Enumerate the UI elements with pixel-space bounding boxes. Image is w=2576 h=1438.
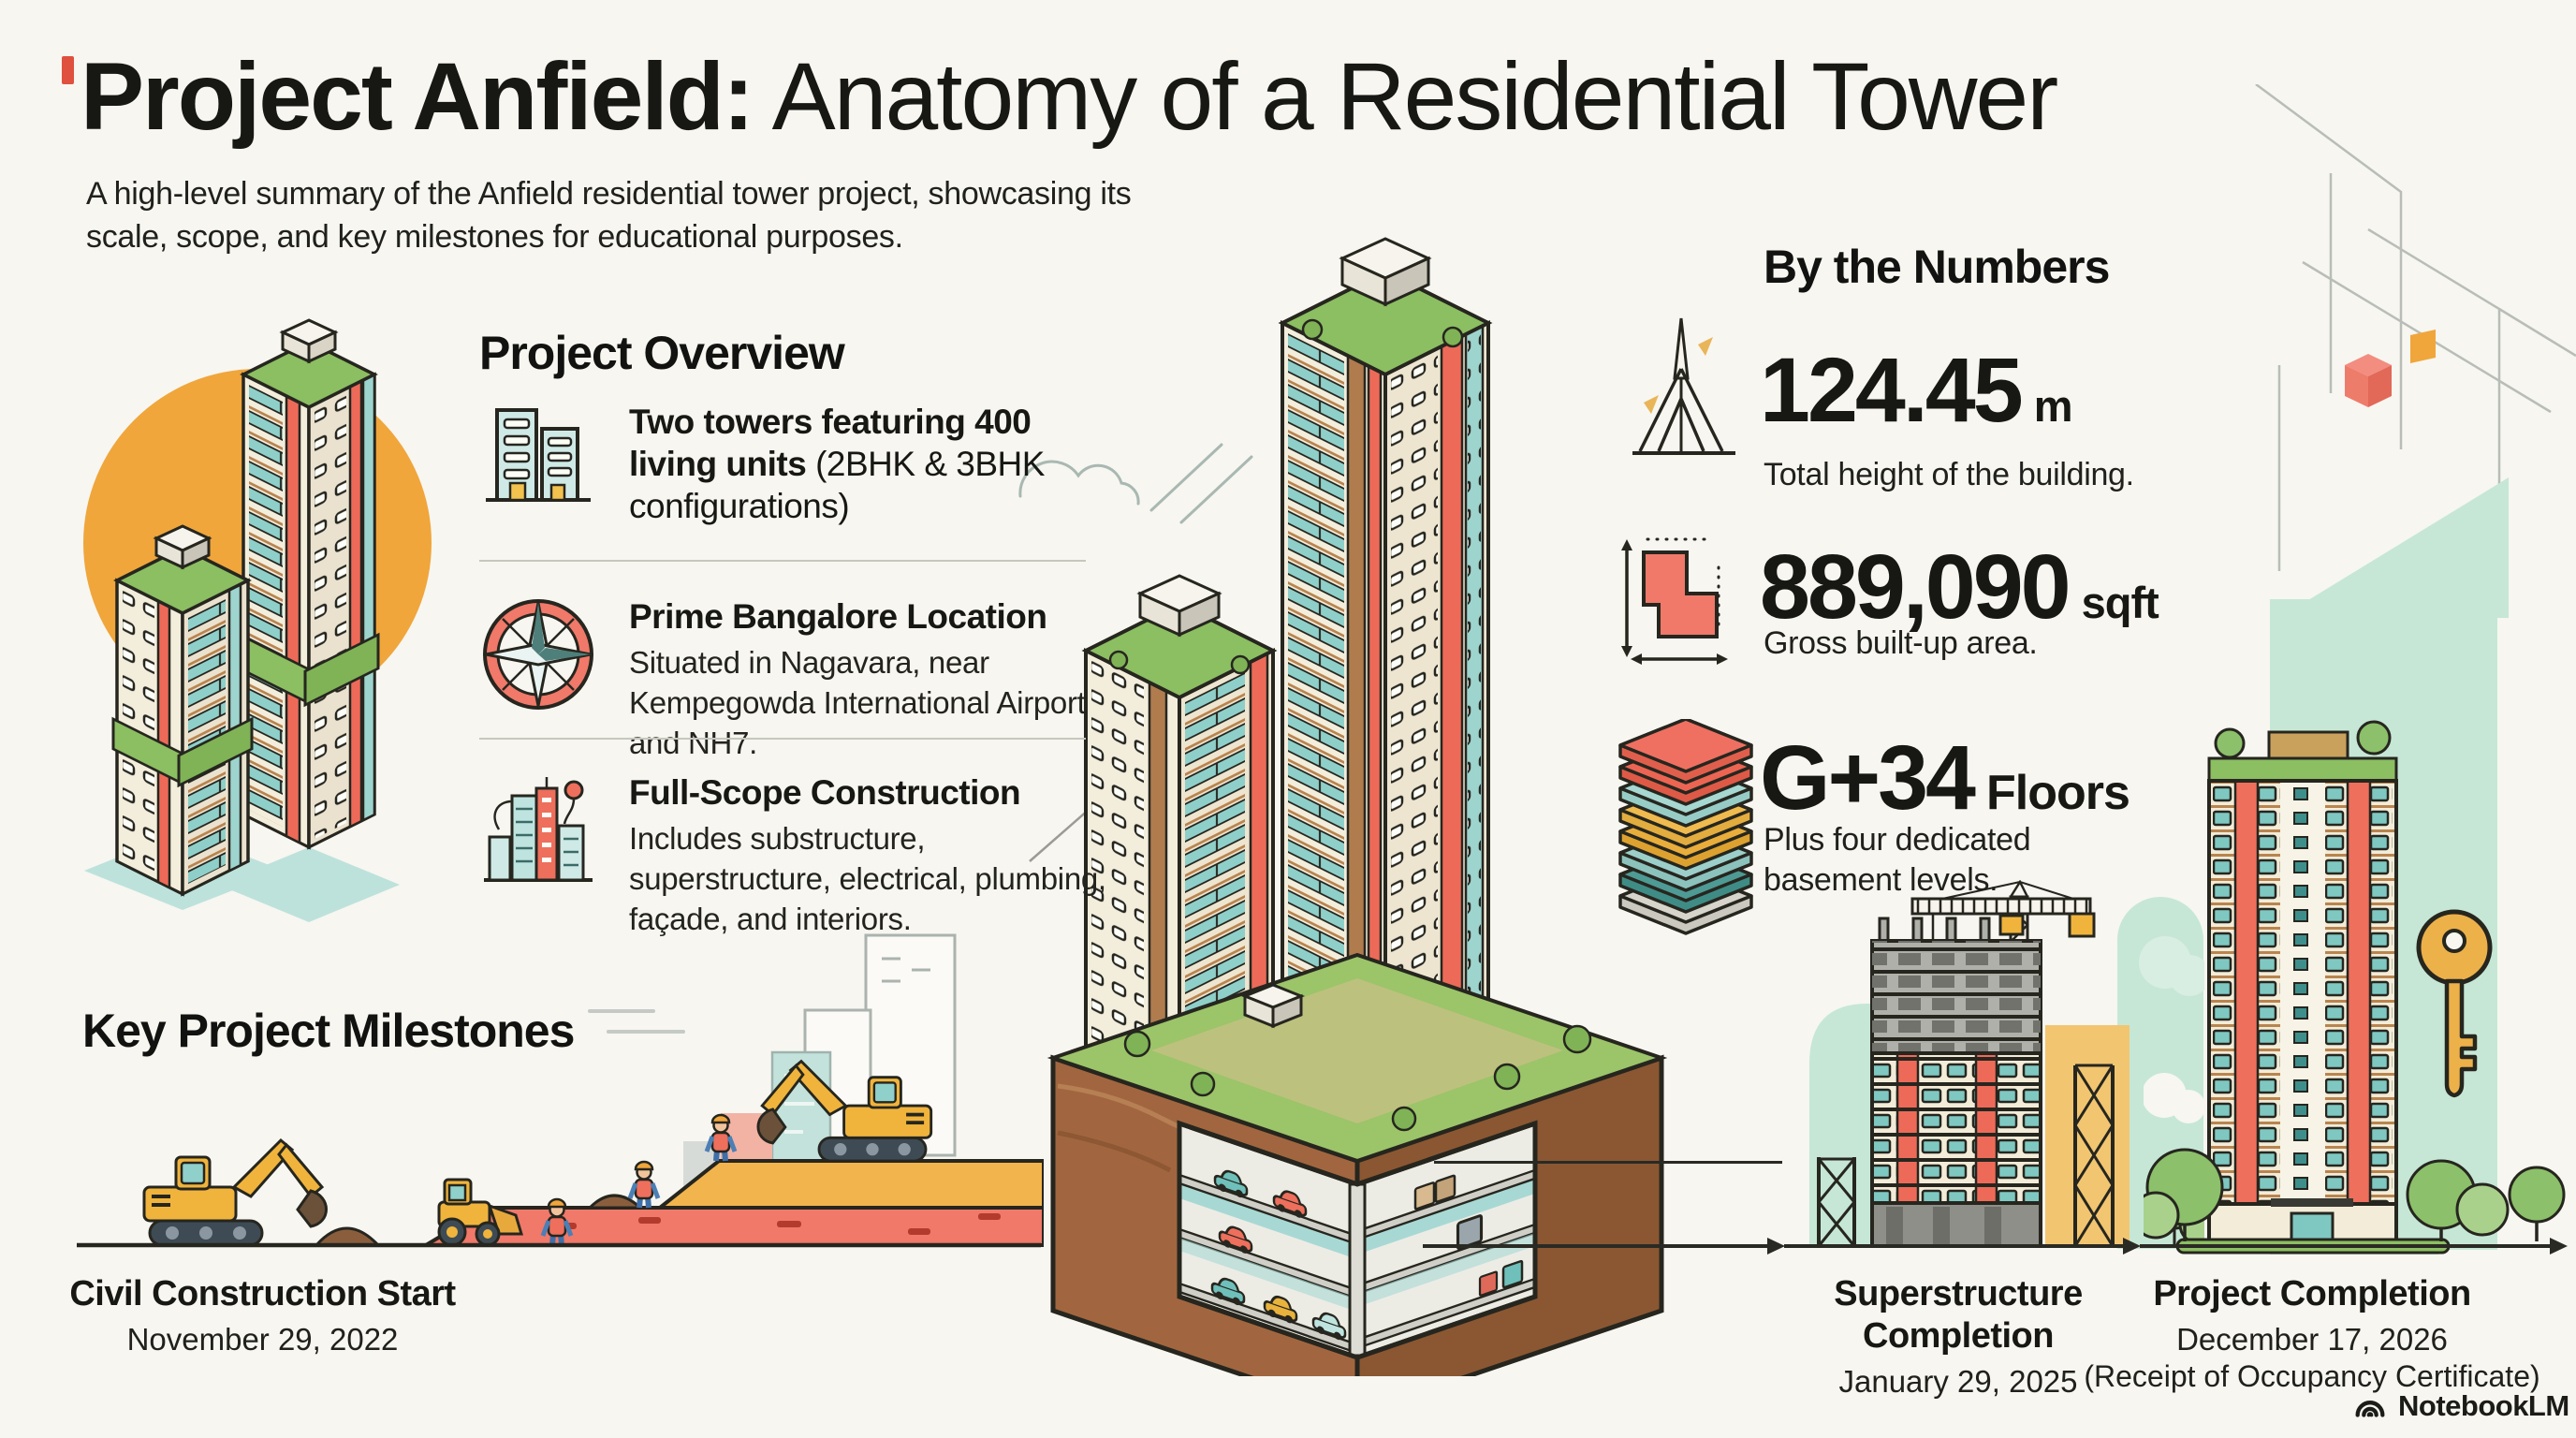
- overview-item-two-towers: Two towers featuring 400 living units (2…: [479, 401, 1125, 533]
- milestone-title: Superstructure Completion: [1834, 1274, 2083, 1356]
- stat-height-unit: m: [2033, 381, 2073, 431]
- key-icon: [2416, 909, 2493, 1098]
- basement-cutaway: [1177, 1120, 1538, 1360]
- cloud-outline: [1018, 443, 1253, 524]
- stat-height-label: Total height of the building.: [1764, 457, 2134, 492]
- central-tower-cutaway-illustration: [1018, 237, 1668, 1376]
- overview-item-location: Prime Bangalore Location Situated in Nag…: [479, 595, 1125, 764]
- notebooklm-watermark: NotebookLM: [2351, 1389, 2569, 1423]
- cloud: [2144, 1073, 2205, 1123]
- overview-item-construction: Full-Scope Construction Includes substru…: [479, 771, 1125, 940]
- stat-floors: G+34 Floors: [1760, 732, 2130, 823]
- height-spire-icon: [1616, 313, 1747, 467]
- overview-item-note: (2BHK & 3BHK configurations): [629, 445, 1045, 526]
- page-title-bold: Project Anfield:: [80, 43, 754, 150]
- ramp-marks: [552, 1213, 1001, 1235]
- milestone-date: January 29, 2025: [1838, 1363, 2078, 1399]
- stat-area: 889,090 sqft: [1760, 541, 2159, 632]
- basement-right-levels: [1355, 1168, 1537, 1350]
- page-subtitle: A high-level summary of the Anfield resi…: [86, 176, 1132, 256]
- overview-divider-2: [479, 738, 1086, 740]
- main-tower: [1278, 237, 1493, 1090]
- hero-back-tower: [238, 318, 380, 850]
- orange-quad: [2410, 330, 2436, 363]
- dirt-mound: [313, 1226, 382, 1247]
- overview-item-desc: Situated in Nagavara, near Kempegowda In…: [629, 645, 1086, 760]
- stat-area-label: Gross built-up area.: [1764, 625, 2038, 661]
- basement-left-levels: [1178, 1165, 1359, 1355]
- timeline-arrow: [1767, 1238, 1785, 1255]
- building-under-construction: [1870, 917, 2042, 1248]
- stat-floors-unit: Floors: [1986, 766, 2130, 820]
- stat-area-unit: sqft: [2081, 578, 2159, 627]
- milestone-note: (Receipt of Occupancy Certificate): [2084, 1358, 2540, 1393]
- twin-buildings-icon: [479, 401, 597, 506]
- numbers-heading: By the Numbers: [1764, 241, 2110, 293]
- podium-lawn: [1046, 952, 1668, 1164]
- milestone-date: November 29, 2022: [126, 1321, 399, 1357]
- trees: [2144, 1148, 2566, 1241]
- overview-heading: Project Overview: [479, 327, 845, 379]
- timeline-arrow: [2123, 1238, 2141, 1255]
- stacked-floors-icon: [1616, 717, 1756, 944]
- timeline-segment: [1784, 1244, 2127, 1248]
- milestone-completion: Project Completion December 17, 2026 (Re…: [2059, 1273, 2565, 1394]
- milestone-civil-start: Civil Construction Start November 29, 20…: [54, 1273, 471, 1359]
- mint-column-backdrop: [2436, 562, 2497, 1250]
- coral-cube: [2345, 354, 2392, 407]
- orange-panel: [2045, 1025, 2130, 1246]
- red-corner-mark: [62, 56, 74, 84]
- mint-wedge: [2279, 477, 2509, 618]
- front-tower: [1081, 574, 1278, 1141]
- stat-floors-value: G+34: [1760, 726, 1976, 829]
- basement-callout-line: [1434, 1161, 1782, 1164]
- page-title: Project Anfield: Anatomy of a Residentia…: [80, 46, 2058, 147]
- compass-icon: [479, 595, 597, 713]
- timeline-segment: [2140, 1244, 2554, 1248]
- brand-label: NotebookLM: [2398, 1389, 2569, 1422]
- milestone-title: Civil Construction Start: [69, 1274, 456, 1313]
- notebooklm-logo-icon: [2355, 1401, 2385, 1417]
- completed-tower: [2175, 720, 2451, 1255]
- stat-area-value: 889,090: [1760, 536, 2071, 638]
- stat-height-value: 124.45: [1760, 339, 2024, 441]
- page-title-rest: Anatomy of a Residential Tower: [752, 43, 2059, 150]
- milestone-date: December 17, 2026: [2176, 1321, 2448, 1357]
- worker-icon: [630, 1162, 658, 1208]
- overview-item-title: Prime Bangalore Location: [629, 597, 1047, 636]
- stat-height: 124.45 m: [1760, 339, 2073, 441]
- excavator-icon: [142, 1138, 328, 1247]
- superstructure-scene-illustration: [1809, 880, 2204, 1248]
- stat-floors-label: Plus four dedicated basement levels.: [1764, 822, 2031, 899]
- construction-buildings-icon: [479, 771, 597, 886]
- overview-item-title: Two towers featuring 400 living units (2…: [629, 403, 1045, 526]
- wheel-loader-icon: [437, 1178, 524, 1247]
- milestone-superstructure: Superstructure Completion January 29, 20…: [1771, 1273, 2145, 1401]
- twin-towers-hero-illustration: [83, 318, 432, 922]
- timeline-arrow: [2550, 1238, 2568, 1255]
- completed-tower-scene-illustration: [2144, 720, 2566, 1255]
- floor-plan-area-icon: [1610, 524, 1750, 679]
- wireframe-decor: [2255, 84, 2576, 618]
- overview-divider-1: [479, 560, 1086, 562]
- overview-item-title: Full-Scope Construction: [629, 773, 1021, 812]
- yellow-earth-platform: [654, 1159, 1044, 1210]
- milestone-title: Project Completion: [2153, 1274, 2471, 1313]
- milestones-heading: Key Project Milestones: [82, 1005, 575, 1057]
- timeline-segment: [1423, 1244, 1771, 1248]
- scaffolding: [1817, 1064, 2115, 1247]
- excavation-scene-illustration: [77, 933, 1044, 1251]
- overview-item-desc: Includes substructure, superstructure, e…: [629, 821, 1106, 936]
- hero-front-tower: [111, 524, 254, 897]
